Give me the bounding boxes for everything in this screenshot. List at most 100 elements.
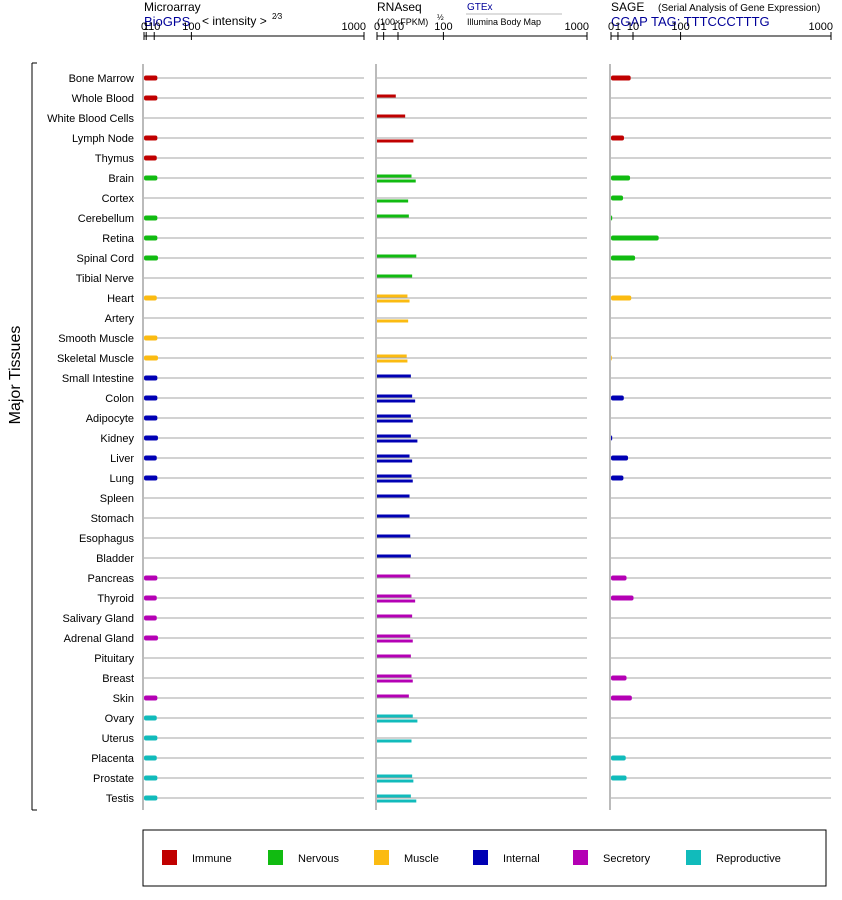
tissue-label: Uterus bbox=[102, 733, 135, 745]
sage-title: SAGE bbox=[611, 0, 644, 14]
reproductive-legend-label: Reproductive bbox=[716, 853, 781, 865]
immune-legend-label: Immune bbox=[192, 853, 232, 865]
bar bbox=[377, 599, 416, 603]
tissue-label: Stomach bbox=[91, 513, 134, 525]
tissue-label: Salivary Gland bbox=[62, 613, 134, 625]
x-tick-label: 10 bbox=[392, 21, 404, 33]
bar bbox=[377, 179, 416, 183]
tissue-label: Ovary bbox=[105, 713, 135, 725]
bar bbox=[144, 235, 158, 241]
x-tick-label: 0 bbox=[141, 21, 147, 33]
bar bbox=[377, 439, 418, 443]
bar bbox=[377, 434, 411, 438]
bar bbox=[144, 75, 158, 81]
bar bbox=[144, 215, 158, 221]
bar bbox=[377, 214, 409, 218]
bar bbox=[144, 795, 158, 801]
x-tick-label: 100 bbox=[182, 21, 200, 33]
tissue-label: Prostate bbox=[93, 773, 134, 785]
bar bbox=[377, 594, 412, 598]
bar bbox=[377, 479, 413, 483]
bar bbox=[611, 675, 627, 681]
tissue-label: Artery bbox=[105, 313, 135, 325]
bar bbox=[377, 414, 411, 418]
illumina-body-map-label: Illumina Body Map bbox=[467, 17, 541, 27]
x-tick-label: 100 bbox=[671, 21, 689, 33]
bar bbox=[144, 755, 157, 761]
bar bbox=[144, 635, 158, 641]
bar bbox=[611, 215, 613, 221]
tissue-label: Skeletal Muscle bbox=[57, 353, 134, 365]
gtex-link[interactable]: GTEx bbox=[467, 2, 493, 13]
bar bbox=[144, 175, 158, 181]
immune-legend-swatch bbox=[162, 850, 177, 865]
tissue-label: Bone Marrow bbox=[69, 73, 134, 85]
bar bbox=[377, 779, 414, 783]
tissue-label: Spleen bbox=[100, 493, 134, 505]
tissue-label: Brain bbox=[108, 173, 134, 185]
internal-legend-label: Internal bbox=[503, 853, 540, 865]
bar bbox=[377, 634, 411, 638]
bar bbox=[377, 274, 413, 278]
bar bbox=[611, 435, 613, 441]
bar bbox=[144, 415, 158, 421]
bar bbox=[377, 554, 411, 558]
bar bbox=[611, 455, 629, 461]
bar bbox=[377, 459, 413, 463]
tissue-label: Spinal Cord bbox=[77, 253, 134, 265]
bar bbox=[144, 95, 158, 101]
bar bbox=[144, 775, 158, 781]
tissue-label: Cortex bbox=[102, 193, 135, 205]
x-tick-label: 1 bbox=[143, 21, 149, 33]
tissue-label: Liver bbox=[110, 453, 134, 465]
tissue-label: Bladder bbox=[96, 553, 134, 565]
bar bbox=[611, 755, 626, 761]
bar bbox=[144, 155, 157, 161]
bar bbox=[144, 435, 158, 441]
bar bbox=[144, 255, 158, 261]
bar bbox=[377, 494, 410, 498]
reproductive-legend-swatch bbox=[686, 850, 701, 865]
bar bbox=[377, 454, 410, 458]
tissue-label: Adrenal Gland bbox=[64, 633, 134, 645]
bar bbox=[144, 575, 158, 581]
bar bbox=[377, 679, 413, 683]
rnaseq-exponent: ½ bbox=[437, 13, 444, 22]
internal-legend-swatch bbox=[473, 850, 488, 865]
x-tick-label: 1 bbox=[615, 21, 621, 33]
bar bbox=[144, 135, 158, 141]
tissue-label: Tibial Nerve bbox=[76, 273, 134, 285]
bar bbox=[611, 395, 624, 401]
tissue-label: White Blood Cells bbox=[47, 113, 134, 125]
bar bbox=[377, 714, 413, 718]
tissue-label: Lymph Node bbox=[72, 133, 134, 145]
bar bbox=[377, 139, 414, 143]
tissue-label: Skin bbox=[113, 693, 134, 705]
bar bbox=[377, 514, 410, 518]
muscle-legend-swatch bbox=[374, 850, 389, 865]
sage-subtitle: (Serial Analysis of Gene Expression) bbox=[658, 3, 820, 14]
bar bbox=[377, 419, 413, 423]
bar bbox=[377, 574, 411, 578]
tissue-label: Thymus bbox=[95, 153, 135, 165]
secretory-legend-label: Secretory bbox=[603, 853, 651, 865]
bar bbox=[144, 335, 158, 341]
tissue-label: Breast bbox=[102, 673, 134, 685]
tissue-label: Retina bbox=[102, 233, 135, 245]
tissue-label: Colon bbox=[105, 393, 134, 405]
sage-tag-label[interactable]: CGAP TAG: TTTCCCTTTG bbox=[611, 14, 770, 29]
bar bbox=[144, 295, 157, 301]
bar bbox=[377, 474, 412, 478]
bar bbox=[377, 114, 406, 118]
bar bbox=[377, 719, 418, 723]
tissue-label: Lung bbox=[110, 473, 134, 485]
biogps-link[interactable]: BioGPS bbox=[144, 14, 191, 29]
x-tick-label: 0 bbox=[374, 21, 380, 33]
bar bbox=[611, 195, 624, 201]
tissue-label: Esophagus bbox=[79, 533, 135, 545]
tissue-label: Cerebellum bbox=[78, 213, 134, 225]
bar bbox=[144, 355, 158, 361]
bar bbox=[377, 614, 413, 618]
nervous-legend-label: Nervous bbox=[298, 853, 339, 865]
tissue-label: Heart bbox=[107, 293, 134, 305]
